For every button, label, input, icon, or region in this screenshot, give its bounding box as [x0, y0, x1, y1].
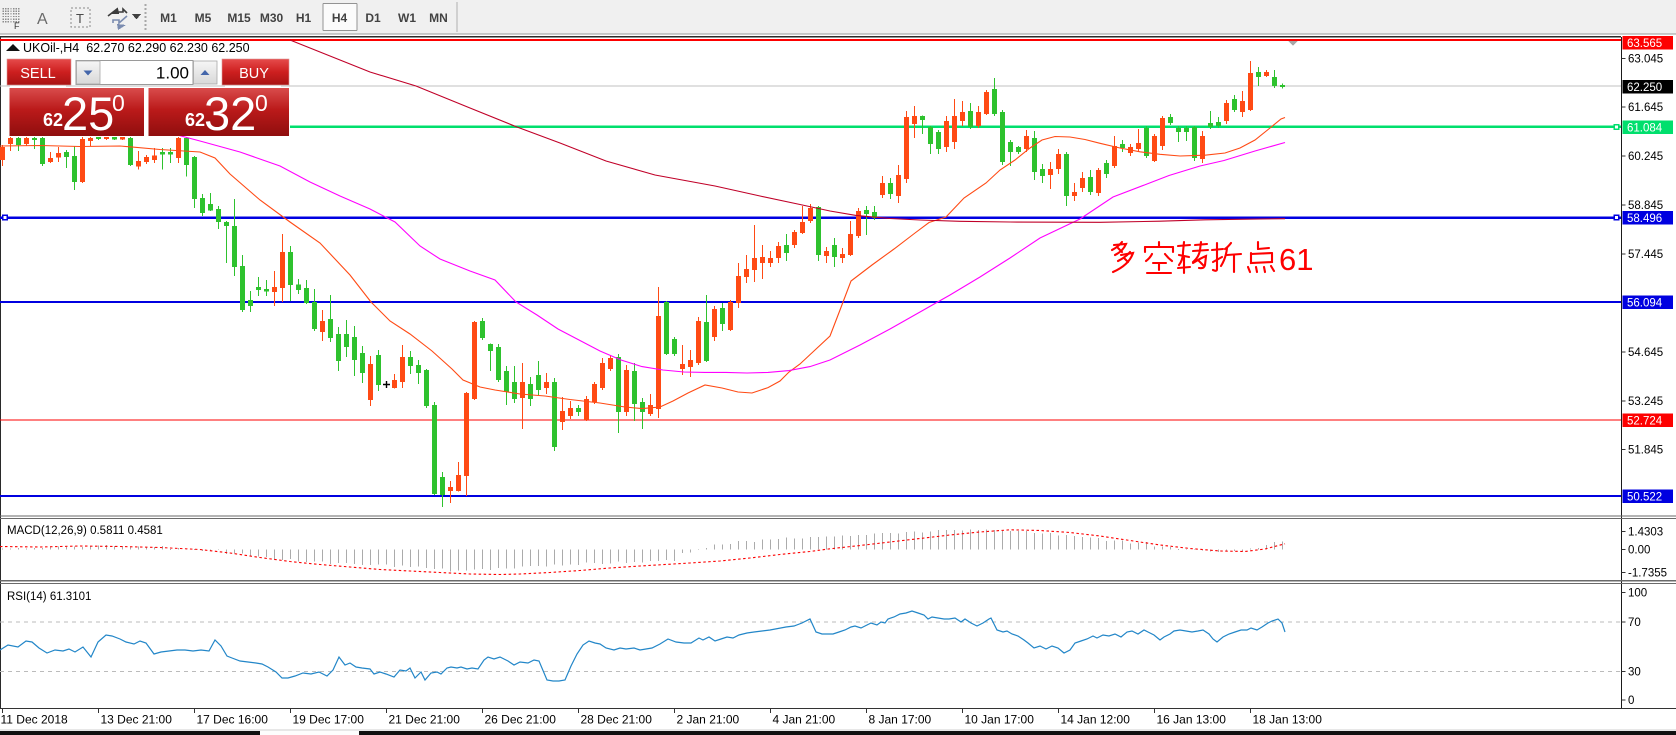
svg-text:2 Jan 21:00: 2 Jan 21:00	[677, 713, 740, 727]
svg-text:D1: D1	[365, 11, 381, 25]
svg-text:51.845: 51.845	[1628, 445, 1663, 457]
svg-text:100: 100	[1628, 588, 1647, 600]
svg-text:4 Jan 21:00: 4 Jan 21:00	[773, 713, 836, 727]
svg-text:58.845: 58.845	[1628, 200, 1663, 212]
svg-text:60.245: 60.245	[1628, 151, 1663, 163]
svg-text:A: A	[37, 11, 48, 28]
svg-text:61.645: 61.645	[1628, 102, 1663, 114]
svg-text:61: 61	[1279, 242, 1313, 277]
svg-text:M5: M5	[195, 11, 212, 25]
svg-text:H4: H4	[332, 11, 348, 25]
svg-text:M15: M15	[227, 11, 251, 25]
svg-text:M1: M1	[160, 11, 177, 25]
svg-text:11 Dec 2018: 11 Dec 2018	[1, 713, 68, 727]
svg-text:17 Dec 16:00: 17 Dec 16:00	[197, 713, 269, 727]
svg-text:62: 62	[43, 110, 63, 130]
svg-text:0.00: 0.00	[1628, 545, 1650, 557]
svg-text:RSI(14) 61.3101: RSI(14) 61.3101	[7, 591, 91, 603]
svg-text:63.045: 63.045	[1628, 53, 1663, 65]
svg-text:70: 70	[1628, 617, 1641, 629]
svg-text:W1: W1	[398, 11, 416, 25]
svg-text:H1: H1	[296, 11, 312, 25]
svg-text:10 Jan 17:00: 10 Jan 17:00	[965, 713, 1035, 727]
svg-text:18 Jan 13:00: 18 Jan 13:00	[1253, 713, 1323, 727]
svg-text:61.084: 61.084	[1627, 122, 1663, 134]
svg-text:T: T	[76, 11, 84, 26]
svg-text:UKOil-,H4 62.270 62.290 62.23: UKOil-,H4 62.270 62.290 62.230 62.250	[23, 41, 250, 55]
svg-text:0: 0	[255, 90, 268, 116]
svg-text:54.645: 54.645	[1628, 347, 1663, 359]
svg-text:14 Jan 12:00: 14 Jan 12:00	[1061, 713, 1131, 727]
svg-text:MACD(12,26,9) 0.5811 0.4581: MACD(12,26,9) 0.5811 0.4581	[7, 525, 163, 537]
svg-text:62.250: 62.250	[1627, 82, 1662, 94]
svg-text:1.00: 1.00	[156, 64, 189, 83]
svg-text:0: 0	[1628, 695, 1634, 707]
svg-text:63.565: 63.565	[1627, 38, 1662, 50]
svg-text:25: 25	[62, 87, 114, 140]
svg-text:58.496: 58.496	[1627, 213, 1662, 225]
svg-text:26 Dec 21:00: 26 Dec 21:00	[485, 713, 557, 727]
svg-text:0: 0	[112, 90, 125, 116]
svg-text:-1.7355: -1.7355	[1628, 568, 1667, 580]
svg-text:52.724: 52.724	[1627, 416, 1663, 428]
svg-text:F: F	[14, 21, 20, 31]
svg-text:32: 32	[204, 87, 256, 140]
svg-text:M30: M30	[260, 11, 284, 25]
svg-text:13 Dec 21:00: 13 Dec 21:00	[101, 713, 173, 727]
svg-text:28 Dec 21:00: 28 Dec 21:00	[581, 713, 653, 727]
svg-text:16 Jan 13:00: 16 Jan 13:00	[1157, 713, 1227, 727]
svg-text:53.245: 53.245	[1628, 396, 1663, 408]
svg-text:21 Dec 21:00: 21 Dec 21:00	[389, 713, 461, 727]
svg-text:19 Dec 17:00: 19 Dec 17:00	[293, 713, 365, 727]
svg-text:8 Jan 17:00: 8 Jan 17:00	[869, 713, 932, 727]
svg-text:56.094: 56.094	[1627, 298, 1663, 310]
svg-text:1.4303: 1.4303	[1628, 527, 1663, 539]
svg-text:BUY: BUY	[239, 66, 269, 82]
svg-text:57.445: 57.445	[1628, 249, 1663, 261]
svg-text:30: 30	[1628, 667, 1641, 679]
svg-text:50.522: 50.522	[1627, 492, 1662, 504]
svg-text:SELL: SELL	[20, 66, 55, 82]
svg-text:MN: MN	[429, 11, 448, 25]
svg-text:62: 62	[185, 110, 205, 130]
